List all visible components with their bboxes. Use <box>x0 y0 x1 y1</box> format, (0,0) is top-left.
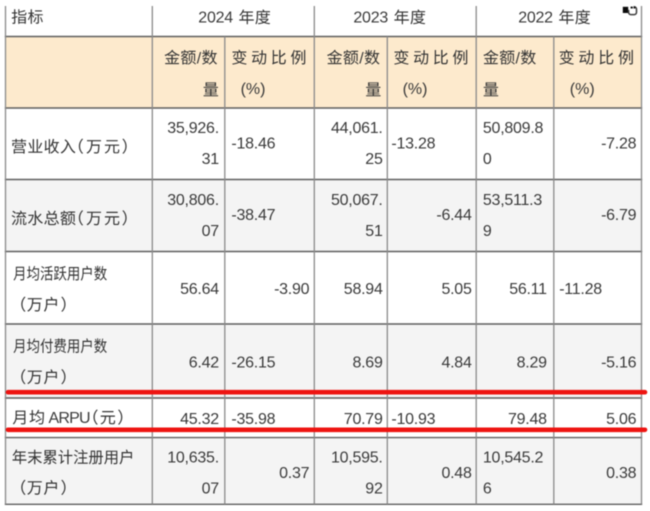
svg-text:92: 92 <box>365 480 383 497</box>
svg-text:8.29: 8.29 <box>517 354 547 371</box>
svg-text:56.11: 56.11 <box>509 281 547 298</box>
svg-text:53,511.3: 53,511.3 <box>483 192 542 209</box>
svg-text:5.06: 5.06 <box>606 411 636 428</box>
svg-text:0.38: 0.38 <box>606 465 636 482</box>
svg-text:(%): (%) <box>241 81 266 98</box>
svg-text:50,809.8: 50,809.8 <box>483 120 544 137</box>
svg-text:-18.46: -18.46 <box>231 136 275 153</box>
svg-text:35,926.: 35,926. <box>167 120 219 137</box>
svg-text:31: 31 <box>202 151 220 168</box>
svg-text:51: 51 <box>365 223 383 240</box>
svg-text:-26.15: -26.15 <box>231 354 275 371</box>
svg-text:-3.90: -3.90 <box>274 281 310 298</box>
svg-text:-11.28: -11.28 <box>559 281 602 298</box>
svg-text:(%): (%) <box>570 81 595 98</box>
svg-text:0.37: 0.37 <box>279 465 309 482</box>
svg-text:0: 0 <box>483 151 492 168</box>
svg-text:-38.47: -38.47 <box>231 207 275 224</box>
svg-text:07: 07 <box>202 223 220 240</box>
svg-text:2022: 2022 <box>518 10 553 27</box>
svg-text:2023: 2023 <box>353 10 388 27</box>
svg-text:(%): (%) <box>403 81 428 98</box>
svg-text:4.84: 4.84 <box>441 354 471 371</box>
svg-text:10,635.: 10,635. <box>167 449 219 466</box>
svg-text:-10.93: -10.93 <box>391 411 435 428</box>
svg-text:58.94: 58.94 <box>344 281 383 298</box>
svg-text:6: 6 <box>483 480 492 497</box>
svg-text:10,545.2: 10,545.2 <box>483 449 544 466</box>
svg-text:ARPU: ARPU <box>49 410 90 427</box>
svg-text:45.32: 45.32 <box>180 411 219 428</box>
svg-text:-6.44: -6.44 <box>436 207 472 224</box>
svg-text:70.79: 70.79 <box>344 411 383 428</box>
svg-text:6.42: 6.42 <box>189 354 219 371</box>
svg-text:-7.28: -7.28 <box>601 136 637 153</box>
svg-text:8.69: 8.69 <box>352 354 382 371</box>
svg-text:56.64: 56.64 <box>180 281 219 298</box>
svg-text:-13.28: -13.28 <box>391 136 435 153</box>
svg-text:5.05: 5.05 <box>441 281 471 298</box>
svg-text:50,067.: 50,067. <box>331 192 383 209</box>
svg-text:30,806.: 30,806. <box>167 192 219 209</box>
svg-text:10,595.: 10,595. <box>331 449 383 466</box>
svg-text:/: / <box>516 50 521 67</box>
svg-text:/: / <box>197 50 202 67</box>
svg-text:-35.98: -35.98 <box>231 411 275 428</box>
svg-text:44,061.: 44,061. <box>331 120 383 137</box>
svg-text:9: 9 <box>483 223 492 240</box>
svg-text:-6.79: -6.79 <box>601 207 637 224</box>
svg-text:/: / <box>359 50 364 67</box>
svg-text:79.48: 79.48 <box>508 411 547 428</box>
svg-text:2024: 2024 <box>198 10 233 27</box>
svg-text:25: 25 <box>365 151 383 168</box>
svg-text:07: 07 <box>202 480 220 497</box>
svg-text:-5.16: -5.16 <box>601 354 637 371</box>
svg-text:0.48: 0.48 <box>441 465 471 482</box>
